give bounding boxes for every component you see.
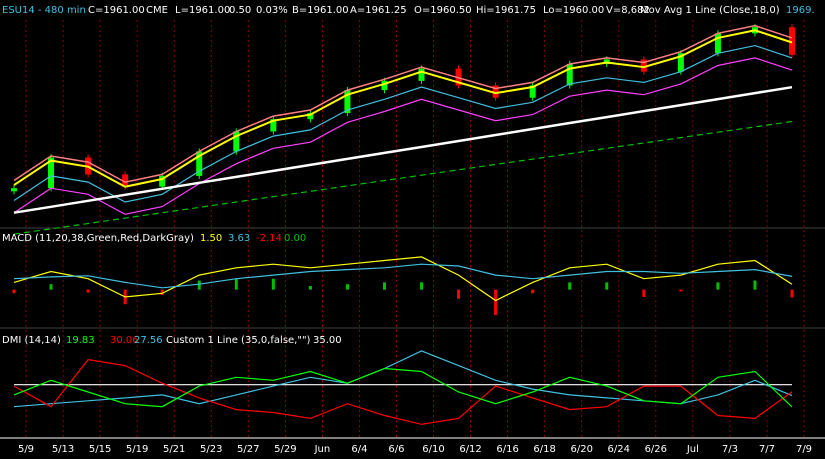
candle-body [11,188,17,192]
macd-line [13,256,793,302]
macd-zero-value: 0.00 [284,233,306,244]
header-close: C=1961.00 [88,5,145,16]
dmi-custom-label: Custom 1 Line (35,0,false,"") [166,335,311,346]
macd-signal-value: 3.63 [228,233,250,244]
header-pct: 0.03% [256,5,288,16]
x-tick-label: 6/4 [351,444,367,455]
candle-body [529,85,536,98]
header-change: 0.50 [229,5,251,16]
dmi-custom-value: 35.00 [313,335,342,346]
header-last: L=1961.00 [175,5,230,16]
candle-body [307,113,314,120]
header-low: Lo=1960.00 [543,5,604,16]
macd-label: MACD (11,20,38,Green,Red,DarkGray) [2,233,194,244]
candle-body [344,90,351,114]
x-tick-label: 6/26 [645,444,667,455]
candle-body [789,27,795,55]
ma-white-line [13,85,793,214]
dmi-plus-value: 19.83 [66,335,95,346]
dmi-plus-line [13,367,793,408]
candle-body [640,59,647,72]
price-header: ESU14 - 480 min C=1961.00 CME L=1961.00 … [2,5,815,16]
macd-panel[interactable] [12,256,794,316]
header-open: O=1960.50 [414,5,472,16]
x-tick-label: 6/6 [388,444,404,455]
ma-fast-line [13,29,793,188]
macd-hist-value: -2.14 [256,233,282,244]
x-tick-label: 6/10 [422,444,444,455]
macd-signal-line [13,263,793,289]
x-tick-label: 6/16 [496,444,518,455]
dmi-label: DMI (14,14) [2,335,61,346]
x-tick-label: 5/9 [18,444,34,455]
x-tick-label: 6/12 [459,444,481,455]
x-tick-label: 6/20 [570,444,592,455]
header-symbol: ESU14 - 480 min [2,5,86,16]
x-tick-label: Jun [314,444,331,455]
x-tick-label: 7/9 [796,444,812,455]
header-high: Hi=1961.75 [476,5,536,16]
dmi-adx-value: 27.56 [134,335,163,346]
x-tick-label: 6/24 [608,444,630,455]
header-ask: A=1961.25 [350,5,407,16]
x-tick-label: 5/13 [52,444,74,455]
macd-value: 1.50 [200,233,222,244]
header-exchange: CME [146,5,168,16]
ma-green-dashed-line [13,120,793,235]
price-panel[interactable] [11,24,795,235]
candle-body [196,151,203,176]
candle-body [270,119,277,132]
x-tick-label: 7/7 [759,444,775,455]
candle-body [677,53,684,72]
header-volume: V=8,682 [606,5,650,16]
x-tick-label: Jul [686,444,699,455]
candle-body [381,80,388,91]
candle-body [233,131,240,152]
dmi-panel[interactable] [13,350,793,425]
ma-mid-line [13,24,793,183]
ma-magenta-line [13,57,793,215]
x-tick-label: 5/27 [237,444,259,455]
macd-header: MACD (11,20,38,Green,Red,DarkGray) 1.50 … [2,233,306,244]
header-study-value: 1969. [786,5,815,16]
candle-body [159,175,166,187]
x-tick-label: 5/19 [126,444,148,455]
header-study: Mov Avg 1 Line (Close,18,0) [640,5,780,16]
x-tick-label: 5/23 [200,444,222,455]
x-tick-label: 7/3 [722,444,738,455]
candle-body [48,157,55,189]
dmi-minus-line [13,359,793,425]
dmi-minus-value: 30.06 [110,335,139,346]
x-axis: 5/9 5/13 5/15 5/19 5/21 5/23 5/27 5/29 Jun 6/4 6/6… [0,437,825,455]
x-tick-label: 5/15 [89,444,111,455]
candle-body [492,85,499,98]
header-bid: B=1961.00 [292,5,349,16]
ma-cyan-line [13,44,793,203]
x-tick-label: 6/18 [533,444,555,455]
candle-body [418,68,425,81]
x-tick-label: 5/21 [163,444,185,455]
candle-body [122,174,129,187]
dmi-header: DMI (14,14) 19.83 30.06 27.56 Custom 1 L… [2,335,342,346]
x-tick-label: 5/29 [274,444,296,455]
candle-body [566,64,573,86]
candle-body [714,33,721,54]
